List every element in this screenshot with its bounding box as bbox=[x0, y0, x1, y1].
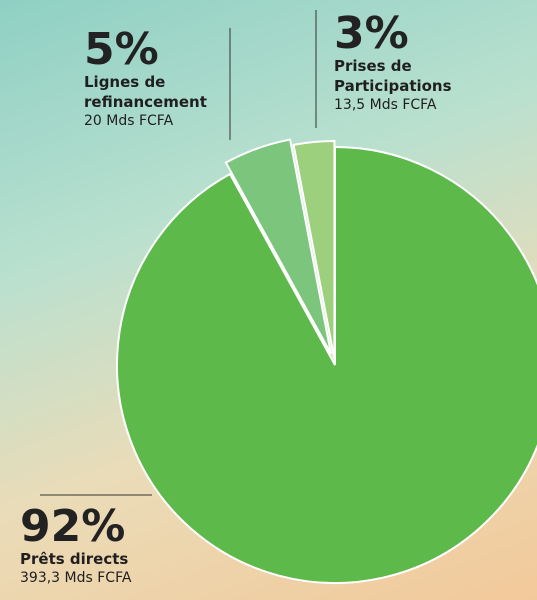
percent-label: 92% bbox=[20, 501, 126, 552]
category-label: Lignes de refinancement bbox=[84, 73, 207, 111]
percent-label: 3% bbox=[334, 8, 409, 59]
percent-label: 5% bbox=[84, 24, 159, 75]
category-label: Prêts directs bbox=[20, 550, 129, 568]
slice-label: 3% Prises de Participations 13,5 Mds FCFA bbox=[334, 12, 484, 114]
amount-label: 393,3 Mds FCFA bbox=[20, 570, 132, 586]
pie-slice bbox=[116, 145, 537, 584]
slice-label: 92% Prêts directs 393,3 Mds FCFA bbox=[20, 505, 220, 587]
slice-label: 5% Lignes de refinancement 20 Mds FCFA bbox=[84, 28, 234, 130]
amount-label: 13,5 Mds FCFA bbox=[334, 97, 437, 113]
pie-slice bbox=[224, 138, 332, 355]
pie-slice bbox=[292, 140, 336, 360]
category-label: Prises de Participations bbox=[334, 57, 452, 95]
amount-label: 20 Mds FCFA bbox=[84, 113, 174, 129]
